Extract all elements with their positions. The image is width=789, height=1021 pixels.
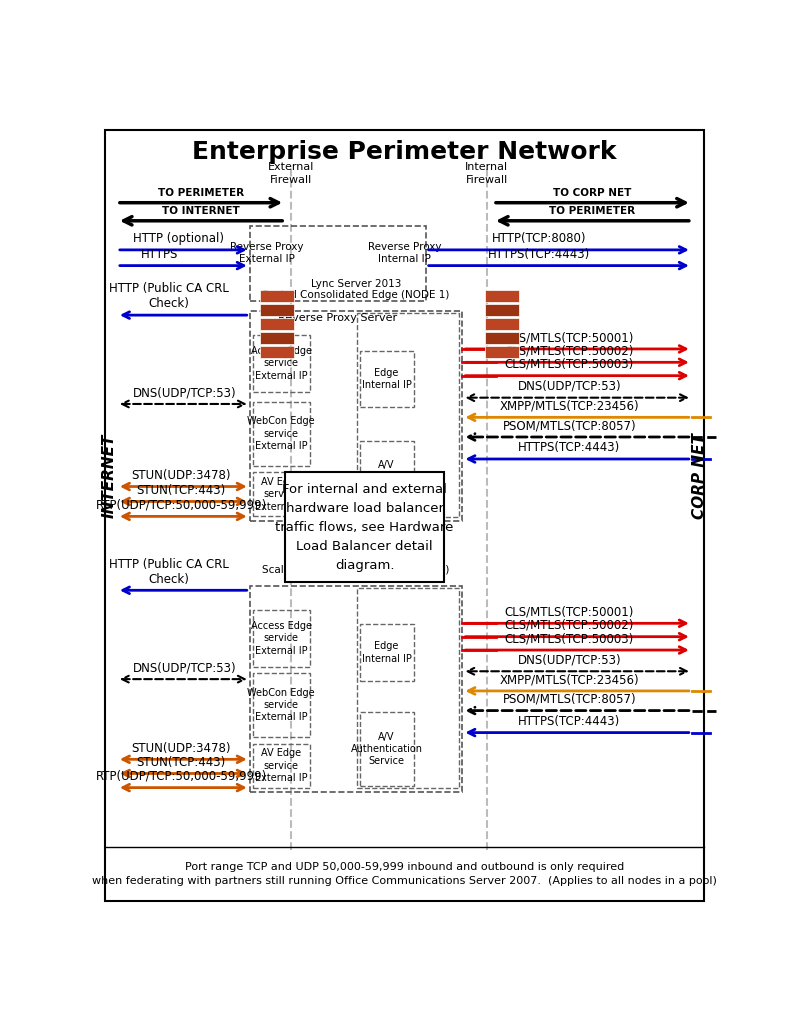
- Bar: [360, 713, 413, 786]
- Bar: [485, 332, 519, 344]
- Text: XMPP/MTLS(TCP:23456): XMPP/MTLS(TCP:23456): [499, 399, 639, 412]
- Text: STUN(UDP:3478): STUN(UDP:3478): [132, 741, 231, 755]
- Text: INTERNET: INTERNET: [102, 434, 117, 519]
- Bar: [260, 346, 294, 358]
- Bar: [360, 441, 413, 514]
- Text: Reverse Proxy Server: Reverse Proxy Server: [279, 312, 398, 323]
- Bar: [260, 332, 294, 344]
- Text: Access Edge
service
External IP: Access Edge service External IP: [251, 621, 312, 655]
- Text: HTTP (optional): HTTP (optional): [133, 232, 223, 245]
- Text: Lync Server 2013
Scaled Consolidated Edge (NODE 2): Lync Server 2013 Scaled Consolidated Edg…: [263, 553, 450, 576]
- Bar: [485, 304, 519, 315]
- Text: A/V
Authentication
Service: A/V Authentication Service: [350, 732, 423, 767]
- Bar: [249, 227, 426, 301]
- Text: STUN(TCP:443): STUN(TCP:443): [136, 484, 226, 497]
- Bar: [485, 318, 519, 330]
- Text: Edge
Internal IP: Edge Internal IP: [361, 641, 412, 664]
- Text: DNS(UDP/TCP:53): DNS(UDP/TCP:53): [133, 386, 236, 399]
- Bar: [252, 610, 309, 667]
- Bar: [360, 624, 413, 681]
- Bar: [252, 473, 309, 517]
- Text: STUN(UDP:3478): STUN(UDP:3478): [132, 469, 231, 482]
- Text: TO PERIMETER: TO PERIMETER: [549, 206, 635, 216]
- Text: For internal and external
hardware load balancer
traffic flows, see Hardware
Loa: For internal and external hardware load …: [275, 483, 454, 572]
- Bar: [249, 586, 462, 792]
- Bar: [260, 318, 294, 330]
- Text: HTTP (Public CA CRL
Check): HTTP (Public CA CRL Check): [109, 283, 229, 310]
- Text: RTP(UDP/TCP:50,000-59,999): RTP(UDP/TCP:50,000-59,999): [95, 498, 267, 512]
- Bar: [252, 673, 309, 737]
- Text: Enterprise Perimeter Network: Enterprise Perimeter Network: [192, 140, 617, 163]
- Text: CLS/MTLS(TCP:50003): CLS/MTLS(TCP:50003): [505, 358, 634, 371]
- Bar: [249, 311, 462, 521]
- Text: DNS(UDP/TCP:53): DNS(UDP/TCP:53): [518, 653, 621, 667]
- Text: HTTPS: HTTPS: [141, 248, 178, 261]
- Text: HTTPS(TCP:4443): HTTPS(TCP:4443): [488, 248, 590, 261]
- Bar: [260, 304, 294, 315]
- Text: WebCon Edge
service
External IP: WebCon Edge service External IP: [247, 417, 315, 451]
- Text: HTTPS(TCP:4443): HTTPS(TCP:4443): [518, 715, 621, 728]
- Text: RTP(UDP/TCP:50,000-59,999): RTP(UDP/TCP:50,000-59,999): [95, 770, 267, 783]
- Text: CLS/MTLS(TCP:50002): CLS/MTLS(TCP:50002): [505, 344, 634, 357]
- Text: CORP NET: CORP NET: [692, 433, 707, 520]
- Text: A/V
Authentication
Service: A/V Authentication Service: [350, 460, 423, 495]
- Bar: [357, 588, 459, 788]
- Text: TO PERIMETER: TO PERIMETER: [158, 188, 244, 198]
- Text: CLS/MTLS(TCP:50001): CLS/MTLS(TCP:50001): [505, 605, 634, 619]
- Text: CLS/MTLS(TCP:50003): CLS/MTLS(TCP:50003): [505, 632, 634, 645]
- Text: CLS/MTLS(TCP:50001): CLS/MTLS(TCP:50001): [505, 331, 634, 344]
- Text: AV Edge
service
External IP: AV Edge service External IP: [255, 748, 308, 783]
- Text: XMPP/MTLS(TCP:23456): XMPP/MTLS(TCP:23456): [499, 673, 639, 686]
- Text: Reverse Proxy
Internal IP: Reverse Proxy Internal IP: [368, 242, 441, 264]
- Text: CLS/MTLS(TCP:50002): CLS/MTLS(TCP:50002): [505, 619, 634, 632]
- Text: TO CORP NET: TO CORP NET: [553, 188, 631, 198]
- Text: Port range TCP and UDP 50,000-59,999 inbound and outbound is only required
when : Port range TCP and UDP 50,000-59,999 inb…: [92, 862, 716, 886]
- Text: HTTPS(TCP:4443): HTTPS(TCP:4443): [518, 441, 621, 454]
- Bar: [360, 350, 413, 407]
- Bar: [485, 290, 519, 302]
- Text: External
Firewall: External Firewall: [268, 162, 315, 185]
- Text: STUN(TCP:443): STUN(TCP:443): [136, 756, 226, 769]
- Text: Lync Server 2013
Scaled Consolidated Edge (NODE 1): Lync Server 2013 Scaled Consolidated Edg…: [263, 279, 450, 300]
- Text: HTTP(TCP:8080): HTTP(TCP:8080): [492, 232, 586, 245]
- Text: Reverse Proxy
External IP: Reverse Proxy External IP: [230, 242, 304, 264]
- Bar: [252, 401, 309, 466]
- Bar: [252, 743, 309, 787]
- Bar: [260, 290, 294, 302]
- Text: WebCon Edge
service
External IP: WebCon Edge service External IP: [247, 688, 315, 723]
- Bar: [252, 335, 309, 392]
- Text: Edge
Internal IP: Edge Internal IP: [361, 368, 412, 390]
- Bar: [357, 312, 459, 518]
- Text: AV Edge
service
External IP: AV Edge service External IP: [255, 477, 308, 512]
- Text: HTTP (Public CA CRL
Check): HTTP (Public CA CRL Check): [109, 557, 229, 586]
- Text: DNS(UDP/TCP:53): DNS(UDP/TCP:53): [518, 380, 621, 393]
- Text: DNS(UDP/TCP:53): DNS(UDP/TCP:53): [133, 662, 236, 675]
- Text: PSOM/MTLS(TCP:8057): PSOM/MTLS(TCP:8057): [503, 693, 636, 706]
- Text: Access Edge
service
External IP: Access Edge service External IP: [251, 346, 312, 381]
- Bar: [485, 346, 519, 358]
- Text: PSOM/MTLS(TCP:8057): PSOM/MTLS(TCP:8057): [503, 420, 636, 432]
- Bar: [285, 473, 444, 582]
- Text: Internal
Firewall: Internal Firewall: [466, 162, 508, 185]
- Text: TO INTERNET: TO INTERNET: [163, 206, 240, 216]
